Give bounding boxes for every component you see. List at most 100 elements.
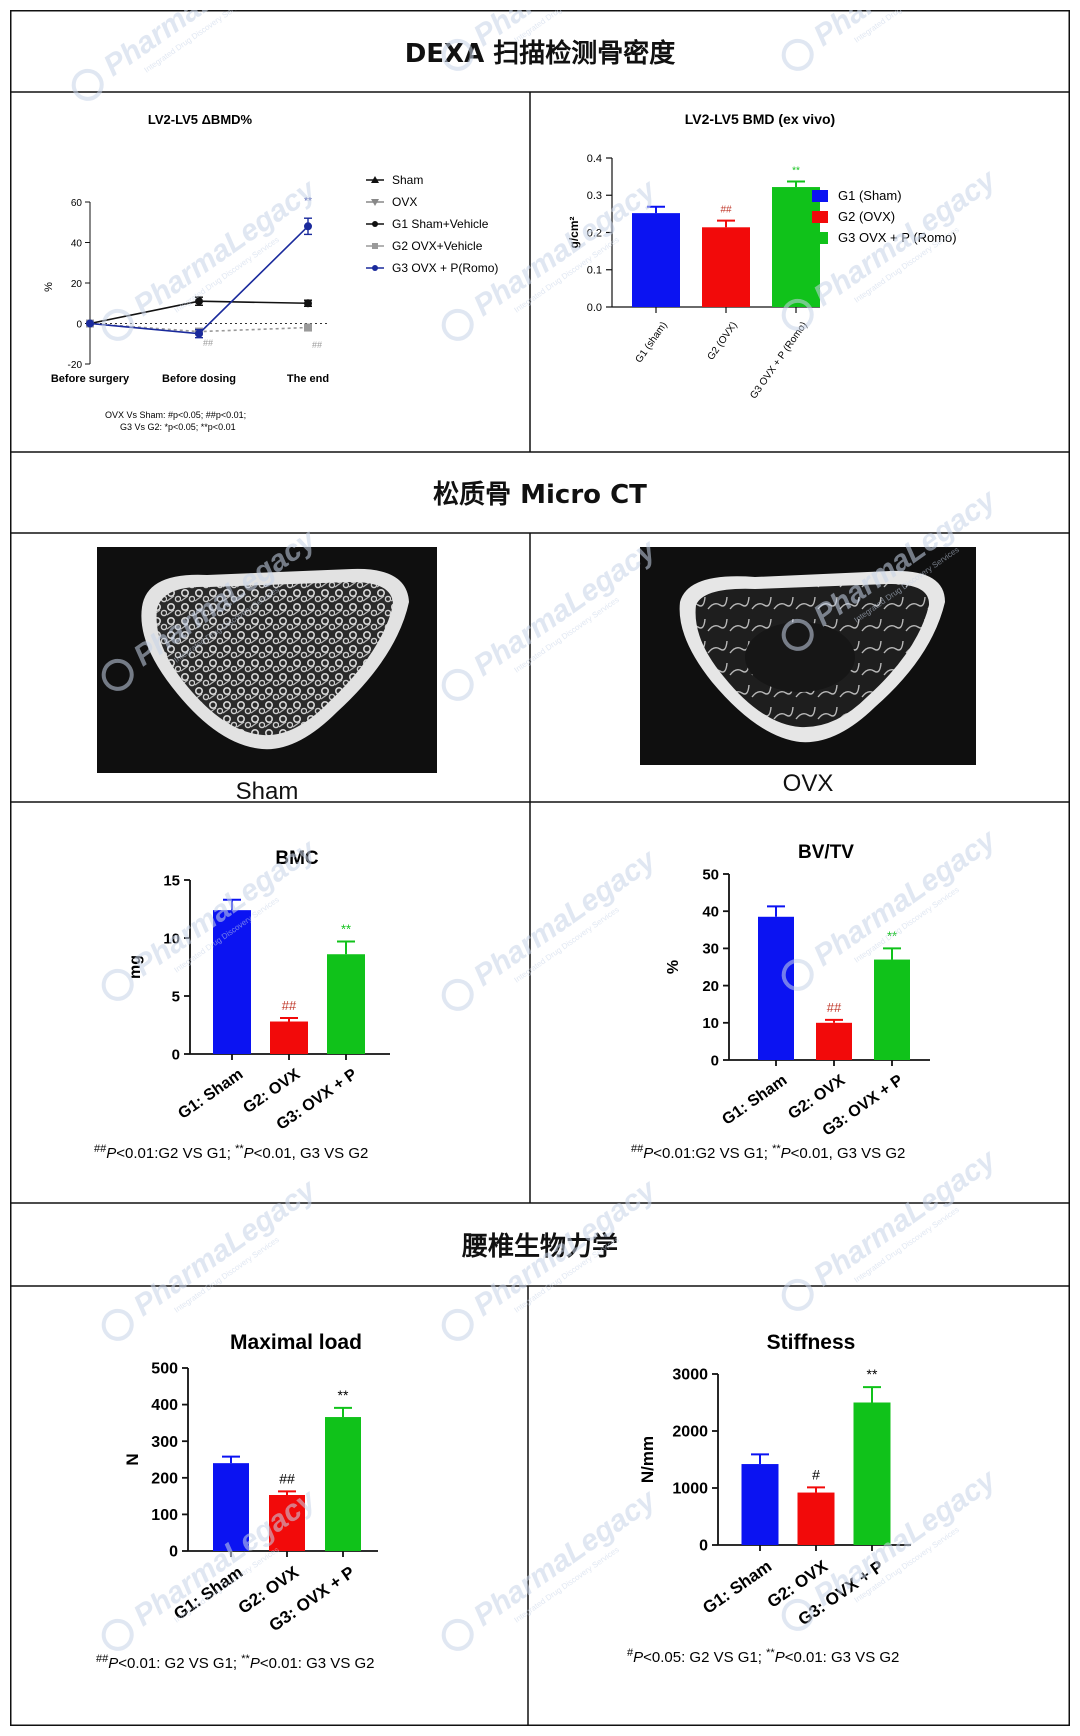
y-tick-label: 0.0 — [587, 302, 602, 314]
significance-label: ** — [867, 1366, 878, 1382]
footnote: #P<0.05: G2 VS G1; **P<0.01: G3 VS G2 — [627, 1647, 899, 1666]
microct-sham-label: Sham — [235, 778, 299, 805]
bar-2 — [702, 227, 750, 307]
bmd-bar-chart: LV2-LV5 BMD (ex vivo) g/cm² 0.0 0.1 0.2 0.3 0.… — [567, 111, 957, 401]
legend-swatch — [812, 190, 828, 202]
y-tick-label: 20 — [71, 279, 83, 290]
y-tick-label: 20 — [702, 978, 719, 995]
y-tick-label: 300 — [151, 1434, 178, 1451]
data-point — [195, 297, 203, 306]
y-tick-label: 500 — [151, 1361, 178, 1378]
bar-3 — [327, 954, 365, 1054]
chart-title: LV2-LV5 BMD (ex vivo) — [685, 111, 835, 127]
footnote: ##P<0.01:G2 VS G1; **P<0.01, G3 VS G2 — [631, 1143, 905, 1162]
y-tick-label: 100 — [151, 1507, 178, 1524]
y-tick-label: -20 — [68, 360, 83, 371]
y-tick-label: 0.1 — [587, 265, 602, 277]
y-tick-label: 400 — [151, 1397, 178, 1414]
y-tick-label: 60 — [71, 198, 83, 209]
y-tick-label: 40 — [71, 239, 83, 250]
legend-entry: G2 (OVX) — [838, 209, 895, 224]
chart-title: Maximal load — [230, 1331, 362, 1354]
bar-1 — [632, 213, 680, 307]
y-tick-label: 1000 — [672, 1481, 708, 1498]
bar-1 — [741, 1464, 779, 1545]
legend-marker — [371, 176, 379, 183]
bar-2 — [269, 1495, 305, 1551]
legend-marker — [372, 265, 378, 271]
y-tick-label: 50 — [702, 866, 719, 883]
y-tick-label: 0 — [711, 1052, 719, 1069]
y-axis-label: % — [43, 282, 55, 292]
footnote: ##P<0.01: G2 VS G1; **P<0.01: G3 VS G2 — [96, 1653, 375, 1672]
x-tick-label: The end — [287, 373, 329, 385]
data-point — [86, 319, 94, 328]
significance-label: ## — [282, 998, 297, 1013]
bar-3 — [325, 1417, 361, 1551]
significance-label: ** — [304, 196, 312, 207]
significance-label: ** — [338, 1387, 349, 1403]
bar-3 — [772, 187, 820, 307]
legend-entry: Sham — [392, 173, 423, 187]
significance-label: ** — [887, 928, 897, 943]
y-axis-label: % — [665, 960, 682, 974]
y-axis-label: g/cm² — [567, 216, 581, 248]
y-axis-label: mg — [127, 955, 144, 979]
category-label: G1 (sham) — [634, 320, 670, 365]
bar-3 — [874, 959, 910, 1060]
bar-3 — [853, 1402, 891, 1545]
significance-label: ## — [312, 340, 322, 350]
microct-ovx-label: OVX — [782, 770, 834, 797]
significance-label: # — [812, 1466, 820, 1482]
significance-label: ** — [341, 921, 351, 936]
bar-2 — [270, 1021, 308, 1054]
y-tick-label: 0.3 — [587, 190, 602, 202]
y-tick-label: 200 — [151, 1470, 178, 1487]
category-label: G1: Sham — [719, 1072, 790, 1129]
legend-entry: G1 Sham+Vehicle — [392, 217, 489, 231]
category-label: G2 (OVX) — [706, 320, 740, 362]
y-tick-label: 0 — [76, 320, 82, 331]
x-tick-label: Before surgery — [51, 373, 130, 385]
bar-1 — [758, 916, 794, 1060]
significance-label: ## — [279, 1470, 295, 1486]
category-label: G3 OVX + P (Romo) — [748, 320, 809, 401]
y-tick-label: 10 — [702, 1015, 719, 1032]
category-label: G1: Sham — [170, 1563, 246, 1624]
y-axis-label: N/mm — [638, 1436, 657, 1483]
data-point — [304, 222, 312, 231]
microct-section-title: 松质骨 Micro CT — [433, 480, 647, 510]
category-label: G1: Sham — [699, 1557, 775, 1618]
bar-1 — [213, 910, 251, 1054]
bar-2 — [797, 1492, 835, 1545]
y-tick-label: 0 — [169, 1544, 178, 1561]
y-tick-label: 10 — [163, 930, 180, 947]
legend-marker — [371, 199, 379, 206]
chart-title: BMC — [275, 848, 319, 869]
significance-label: ## — [203, 338, 213, 348]
legend-entry: G3 OVX + P(Romo) — [392, 261, 498, 275]
chart-title: LV2-LV5 ΔBMD% — [148, 112, 253, 127]
legend-marker — [372, 243, 378, 249]
legend-entry: OVX — [392, 195, 417, 209]
legend-swatch — [812, 211, 828, 223]
data-point — [304, 299, 312, 308]
chart-title: BV/TV — [798, 842, 854, 863]
legend-entry: G3 OVX + P (Romo) — [838, 230, 957, 245]
legend-marker — [372, 221, 378, 227]
microct-ovx-image — [640, 547, 976, 765]
figure-frame: DEXA 扫描检测骨密度 松质骨 Micro CT 腰椎生物力学 LV2-LV5… — [10, 10, 1070, 1726]
legend-entry: G2 OVX+Vehicle — [392, 239, 483, 253]
y-tick-label: 0 — [172, 1046, 180, 1063]
footnote: OVX Vs Sham: #p<0.05; ##p<0.01; — [105, 410, 246, 420]
chart-title: Stiffness — [767, 1331, 856, 1354]
delta-bmd-line-chart: LV2-LV5 ΔBMD%% -20 0 20 40 60 Before surgery Be… — [43, 112, 498, 432]
y-tick-label: 0 — [699, 1538, 708, 1555]
footnote: ##P<0.01:G2 VS G1; **P<0.01, G3 VS G2 — [94, 1143, 368, 1162]
